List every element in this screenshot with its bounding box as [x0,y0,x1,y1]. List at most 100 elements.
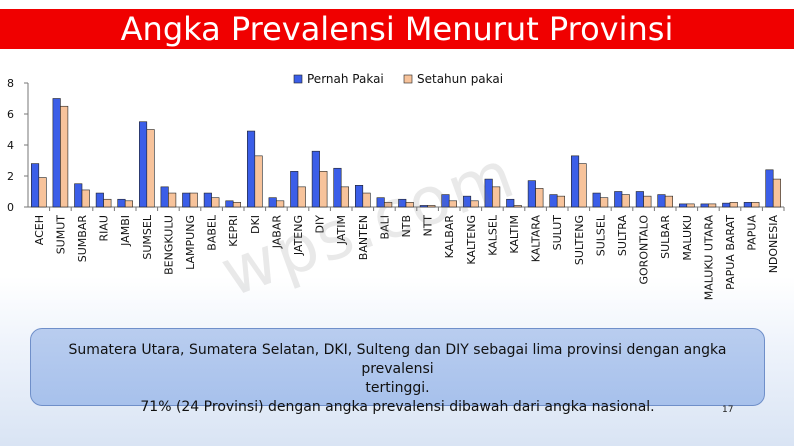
bar-setahun-pakai [232,202,241,208]
category-label: SULUT [551,215,564,251]
bar-setahun-pakai [362,192,371,208]
category-label: BANTEN [357,215,370,260]
category-label: ACEH [33,215,46,245]
bar-pernah-pakai [722,202,731,208]
bar-pernah-pakai [117,198,126,208]
bar-pernah-pakai [570,155,580,208]
bar-setahun-pakai [81,189,90,208]
bar-pernah-pakai [549,194,558,208]
bar-setahun-pakai [643,195,652,208]
category-label: KALTARA [530,215,543,263]
category-label: NTT [422,215,435,237]
bar-setahun-pakai [319,171,328,208]
category-label: DIY [314,215,327,234]
category-label: SUMSEL [141,214,154,259]
category-label: NTB [400,215,413,238]
y-tick-label: 6 [7,108,14,121]
category-label: KALBAR [443,215,456,259]
category-label: PAPUA [746,215,759,251]
category-label: JAMBI [119,215,132,247]
bar-pernah-pakai [311,150,320,208]
category-label: BENGKULU [162,215,175,275]
category-label: SULBAR [659,215,672,259]
bar-setahun-pakai [664,195,674,208]
category-label: JATIM [335,215,348,245]
bar-pernah-pakai [95,192,104,208]
bar-setahun-pakai [621,194,630,208]
category-label: NDONESIA [767,215,780,274]
bar-setahun-pakai [448,200,458,208]
category-label: PAPUA BARAT [724,215,737,290]
bar-pernah-pakai [506,198,515,208]
y-tick-label: 2 [7,170,14,183]
bar-setahun-pakai [578,163,587,208]
bar-pernah-pakai [160,186,169,208]
bar-setahun-pakai [470,200,479,208]
y-tick-label: 4 [7,139,14,152]
category-label: LAMPUNG [184,215,197,270]
bar-pernah-pakai [765,169,774,208]
bar-setahun-pakai [297,186,306,208]
legend-label: Pernah Pakai [307,72,384,86]
y-tick-label: 8 [7,77,14,90]
bar-pernah-pakai [614,191,623,208]
note-line: tertinggi. [365,380,430,396]
note-line: Sumatera Utara, Sumatera Selatan, DKI, S… [68,342,727,377]
slide-title: Angka Prevalensi Menurut Provinsi [120,10,674,48]
prevalence-bar-chart: 0 2 4 6 8 ACEH SUMUT SUMBAR RIAU JAMBI SUMSEL BENGK… [7,72,785,300]
bar-setahun-pakai [211,197,220,208]
bar-setahun-pakai [384,202,393,208]
bar-pernah-pakai [225,200,234,208]
bar-pernah-pakai [700,203,709,208]
bar-pernah-pakai [657,194,666,208]
summary-note-box: Sumatera Utara, Sumatera Selatan, DKI, S… [30,328,765,415]
page-number: 17 [722,405,734,415]
category-label: GORONTALO [638,215,651,285]
bar-setahun-pakai [708,203,717,208]
category-label: MALUKU [681,215,694,261]
category-label: KEPRI [227,215,240,247]
bar-pernah-pakai [247,130,256,208]
bar-pernah-pakai [203,192,212,208]
category-label: RIAU [98,215,111,241]
bar-setahun-pakai [276,200,285,208]
bar-setahun-pakai [146,129,155,208]
bar-pernah-pakai [139,121,148,208]
category-label: KALTENG [465,215,478,265]
bar-pernah-pakai [635,191,644,208]
category-label: SUMBAR [76,215,89,263]
bar-pernah-pakai [182,192,191,208]
category-label: KALSEL [486,214,499,256]
category-label: SUMUT [54,215,67,255]
bar-setahun-pakai [729,202,738,208]
legend-label: Setahun pakai [417,72,503,86]
category-label: BALI [378,215,391,239]
note-line: 71% (24 Provinsi) dengan angka prevalens… [140,399,655,415]
category-label: SULTENG [573,215,586,265]
title-bar: Angka Prevalensi Menurut Provinsi [0,9,794,49]
bar-setahun-pakai [254,155,263,208]
category-label: SULTRA [616,215,629,257]
legend-swatch [403,74,413,84]
bar-setahun-pakai [405,202,414,208]
bar-setahun-pakai [600,197,609,208]
category-label: BABEL [206,214,219,251]
bar-setahun-pakai [686,203,695,208]
bar-setahun-pakai [556,195,566,208]
bar-pernah-pakai [74,183,83,208]
bar-pernah-pakai [743,202,752,208]
category-label: JABAR [270,215,283,250]
bar-pernah-pakai [30,163,40,208]
bar-setahun-pakai [38,177,47,208]
category-label: DKI [249,215,262,234]
legend-swatch [293,74,303,84]
category-label: SULSEL [594,214,607,256]
bar-pernah-pakai [268,197,277,208]
bar-setahun-pakai [535,188,544,208]
bar-setahun-pakai [427,205,436,208]
bar-setahun-pakai [60,105,69,208]
y-tick-label: 0 [7,201,14,214]
bar-pernah-pakai [52,98,61,208]
bar-setahun-pakai [189,192,198,208]
bar-setahun-pakai [168,192,177,208]
